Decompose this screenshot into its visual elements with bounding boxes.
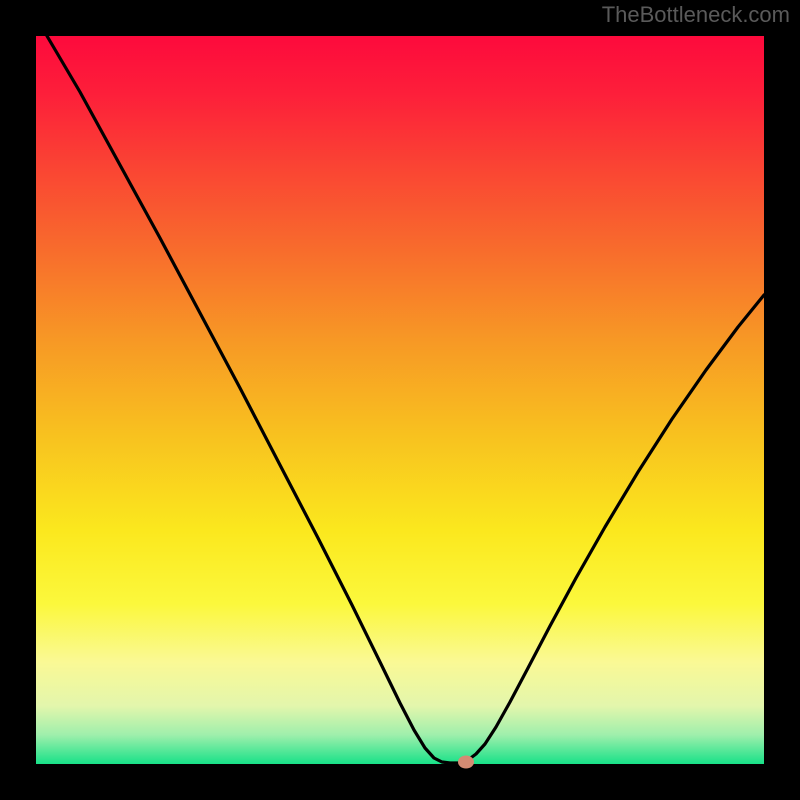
watermark-text: TheBottleneck.com: [602, 2, 790, 28]
gradient-background: [36, 36, 764, 764]
bottleneck-chart: [0, 0, 800, 800]
optimum-marker: [458, 756, 474, 769]
chart-container: TheBottleneck.com: [0, 0, 800, 800]
